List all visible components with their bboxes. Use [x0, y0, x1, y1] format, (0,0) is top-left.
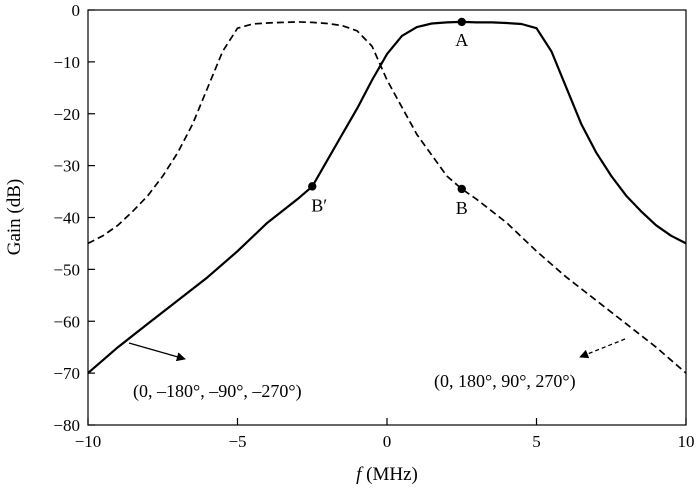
- point-marker: [308, 182, 317, 191]
- point-label: A: [455, 30, 468, 50]
- solid-gain-curve: [87, 20, 687, 374]
- annotation-dashed-arrow: [579, 338, 626, 359]
- x-axis-label: f (MHz): [356, 464, 418, 485]
- x-tick-label: 10: [678, 432, 695, 451]
- y-tick-label: −80: [53, 416, 80, 435]
- point-label: B: [456, 198, 468, 218]
- x-tick-label: −10: [75, 432, 102, 451]
- y-tick-label: −70: [53, 364, 80, 383]
- y-tick-label: −20: [53, 105, 80, 124]
- x-tick-label: −5: [228, 432, 246, 451]
- point-marker: [457, 184, 466, 194]
- point-markers: A B′ B: [308, 17, 468, 218]
- y-tick-label: −40: [53, 209, 80, 228]
- point-label: B′: [311, 195, 327, 215]
- x-axis-label-unit: (MHz): [361, 464, 417, 485]
- annotation-solid-phases: (0, –180°, –90°, –270°): [133, 381, 302, 402]
- y-tick-label: 0: [72, 1, 81, 20]
- series-layer: [87, 20, 687, 374]
- y-tick-label: −30: [53, 157, 80, 176]
- y-axis-label: Gain (dB): [4, 179, 25, 256]
- x-axis-label-symbol: f: [356, 464, 364, 485]
- x-tick-label: 0: [383, 432, 392, 451]
- annotation-solid-arrow: [128, 342, 186, 362]
- plot-frame: [87, 9, 687, 426]
- y-tick-label: −10: [53, 53, 80, 72]
- point-marker: [457, 17, 466, 27]
- dashed-gain-curve: [87, 21, 687, 374]
- annotation-dashed-phases: (0, 180°, 90°, 270°): [434, 371, 576, 392]
- y-tick-label: −50: [53, 260, 80, 279]
- axis-ticks: −10 −5 0 5 100−10−20−30−40−50−60−70−80: [53, 1, 694, 451]
- x-tick-label: 5: [532, 432, 541, 451]
- y-tick-label: −60: [53, 312, 80, 331]
